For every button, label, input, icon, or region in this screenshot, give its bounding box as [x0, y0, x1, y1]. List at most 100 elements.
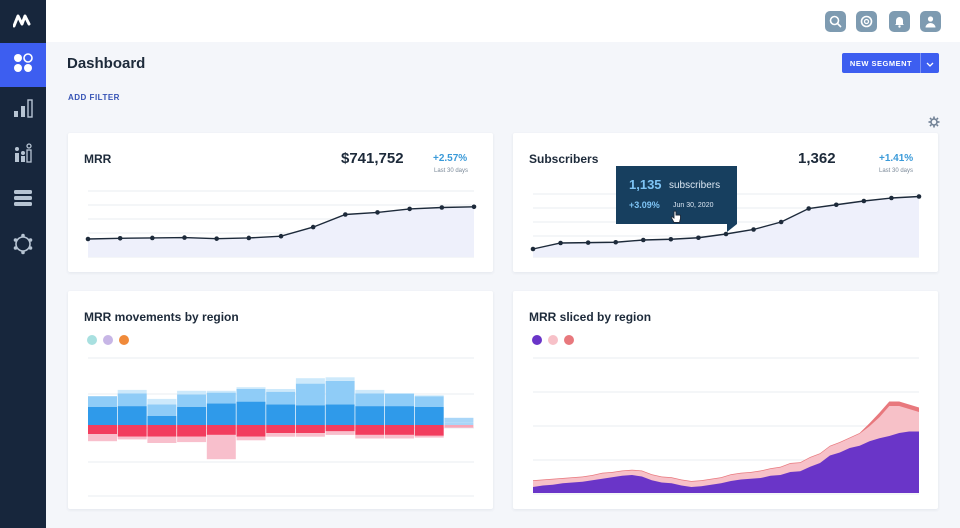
legend-dot-purple[interactable]: [532, 335, 542, 345]
bar-new: [117, 406, 147, 425]
chevron-down-icon: [926, 54, 934, 72]
new-segment-button[interactable]: NEW SEGMENT: [842, 53, 920, 73]
bar-reactivation: [206, 390, 236, 393]
bar-expansion: [177, 394, 207, 407]
mrr-card[interactable]: MRR $741,752 +2.57% Last 30 days: [68, 133, 493, 272]
area-fill: [88, 206, 474, 257]
bar-expansion: [147, 404, 177, 416]
legend-dot-lilac[interactable]: [103, 335, 113, 345]
bar-new: [236, 401, 266, 425]
bar-churn: [325, 425, 355, 432]
data-point: [375, 210, 380, 215]
chartmogul-logo-icon[interactable]: [0, 0, 46, 42]
bar-expansion: [236, 389, 266, 402]
tooltip-value: 1,135: [629, 177, 662, 192]
data-point: [723, 231, 729, 237]
bar-reactivation: [325, 377, 355, 381]
sidebar-item-customers[interactable]: [0, 133, 46, 177]
card-title: MRR sliced by region: [529, 310, 652, 324]
bar-contraction: [325, 431, 355, 435]
bar-churn: [177, 425, 207, 437]
bar-expansion: [266, 391, 296, 405]
data-stack-icon: [13, 188, 33, 213]
data-point: [833, 202, 839, 208]
data-point: [778, 219, 784, 225]
bar-expansion: [414, 396, 444, 407]
notifications-icon[interactable]: [889, 11, 910, 32]
bar-contraction: [177, 436, 207, 443]
bar-contraction: [147, 436, 177, 443]
data-point: [310, 224, 316, 230]
profile-icon[interactable]: [920, 11, 941, 32]
bar-churn: [147, 425, 177, 437]
bar-churn: [236, 425, 266, 437]
card-title: MRR movements by region: [84, 310, 239, 324]
sidebar-item-settings[interactable]: [0, 224, 46, 268]
help-icon[interactable]: [856, 11, 877, 32]
customers-icon: [13, 142, 33, 168]
bar-contraction: [236, 436, 266, 441]
card-period: Last 30 days: [879, 168, 914, 174]
bar-contraction: [355, 434, 385, 439]
bar-reactivation: [295, 378, 325, 384]
bar-contraction: [295, 433, 325, 437]
tooltip-label: subscribers: [669, 180, 721, 191]
bar-reactivation: [266, 389, 296, 392]
data-point: [85, 236, 91, 242]
card-title: Subscribers: [529, 152, 599, 166]
tooltip-date: Jun 30, 2020: [673, 202, 714, 209]
new-segment-dropdown-button[interactable]: [920, 53, 939, 73]
data-point: [278, 233, 284, 239]
legend-dot-teal[interactable]: [87, 335, 97, 345]
bar-expansion: [325, 380, 355, 405]
data-point: [439, 205, 445, 210]
bar-expansion: [88, 396, 117, 407]
bar-expansion: [206, 392, 236, 404]
bar-contraction: [385, 434, 414, 439]
bar-new: [147, 416, 177, 425]
bar-expansion: [355, 393, 385, 407]
tooltip-arrow: [727, 224, 737, 232]
data-point: [696, 235, 701, 241]
data-point: [246, 235, 252, 241]
dashboard-settings-gear-icon[interactable]: [928, 115, 940, 128]
bar-contraction: [117, 436, 147, 440]
legend-dot-salmon[interactable]: [564, 335, 574, 345]
data-point: [182, 235, 187, 240]
bar-reactivation: [177, 390, 207, 395]
add-filter-link[interactable]: ADD FILTER: [68, 93, 120, 102]
bar-churn: [355, 425, 385, 435]
data-point: [471, 204, 477, 210]
bar-churn: [117, 425, 147, 437]
sidebar-item-reports[interactable]: [0, 88, 46, 132]
bar-new: [295, 405, 325, 425]
chart-tooltip: 1,135 subscribers +3.09% Jun 30, 2020: [616, 166, 737, 224]
area-region-1: [533, 431, 919, 493]
data-point: [861, 198, 867, 204]
bar-new: [266, 404, 296, 425]
search-icon[interactable]: [825, 11, 846, 32]
data-point: [407, 206, 412, 212]
mrr-sliced-card[interactable]: MRR sliced by region: [513, 291, 938, 509]
bar-churn: [266, 425, 296, 434]
legend-dot-pink[interactable]: [548, 335, 558, 345]
bar-expansion: [295, 383, 325, 406]
card-value: $741,752: [341, 150, 404, 167]
bar-reactivation: [147, 398, 177, 405]
data-point: [889, 195, 894, 201]
bar-reactivation: [355, 389, 385, 394]
mrr-movements-card[interactable]: MRR movements by region: [68, 291, 493, 509]
mrr-sliced-area-chart: [533, 357, 919, 495]
sidebar-item-data[interactable]: [0, 178, 46, 222]
data-point: [343, 212, 348, 217]
sidebar-item-dashboard[interactable]: [0, 43, 46, 87]
bar-churn: [295, 425, 325, 434]
data-point: [585, 240, 591, 245]
bar-contraction: [266, 433, 296, 437]
bar-contraction: [206, 434, 236, 460]
settings-gear-icon: [12, 233, 34, 260]
data-point: [806, 206, 812, 211]
card-delta: +2.57%: [433, 153, 468, 164]
bar-reactivation: [117, 389, 147, 394]
legend-dot-orange[interactable]: [119, 335, 129, 345]
